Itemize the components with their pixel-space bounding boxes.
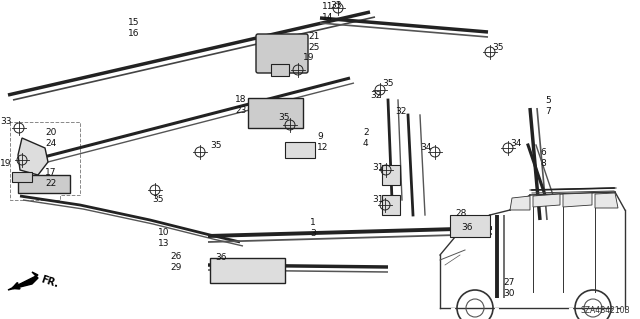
Text: 34: 34 xyxy=(420,144,431,152)
Text: 19: 19 xyxy=(0,159,12,167)
FancyBboxPatch shape xyxy=(256,34,308,73)
Text: 35: 35 xyxy=(152,196,163,204)
Text: 1
3: 1 3 xyxy=(310,218,316,238)
Text: 36: 36 xyxy=(461,224,472,233)
Text: 20
24: 20 24 xyxy=(45,128,56,148)
Bar xyxy=(382,165,400,185)
Text: 31: 31 xyxy=(372,164,383,173)
Bar xyxy=(382,195,400,215)
Text: 21
25: 21 25 xyxy=(308,32,319,52)
Text: 31: 31 xyxy=(372,196,383,204)
Text: 35: 35 xyxy=(210,140,221,150)
Bar xyxy=(285,142,315,158)
Text: 34: 34 xyxy=(510,138,522,147)
Text: 11
14: 11 14 xyxy=(322,2,333,22)
Text: 32: 32 xyxy=(395,108,406,116)
Text: 26
29: 26 29 xyxy=(170,252,181,272)
Text: 2
4: 2 4 xyxy=(363,128,369,148)
Text: 6
8: 6 8 xyxy=(540,148,546,168)
Text: 35: 35 xyxy=(492,43,504,53)
Text: 5
7: 5 7 xyxy=(545,96,551,116)
Text: SZA4B4210B: SZA4B4210B xyxy=(580,306,630,315)
Polygon shape xyxy=(595,193,618,208)
Text: 10
13: 10 13 xyxy=(158,228,170,248)
Text: 19: 19 xyxy=(303,54,314,63)
Polygon shape xyxy=(533,194,560,207)
Text: FR.: FR. xyxy=(40,274,60,290)
Text: 28: 28 xyxy=(455,209,467,218)
Bar xyxy=(18,175,70,193)
Bar xyxy=(450,215,490,237)
Text: 15
16: 15 16 xyxy=(128,18,140,38)
Text: 35: 35 xyxy=(382,78,394,87)
Text: 27
30: 27 30 xyxy=(503,278,515,298)
Polygon shape xyxy=(510,196,530,210)
Bar xyxy=(248,98,303,128)
Text: 9
12: 9 12 xyxy=(317,132,328,152)
Text: 33: 33 xyxy=(330,1,342,10)
Polygon shape xyxy=(18,138,48,175)
Polygon shape xyxy=(8,272,38,290)
Polygon shape xyxy=(563,193,592,207)
Text: 17
22: 17 22 xyxy=(45,168,56,188)
Bar xyxy=(271,64,289,76)
Text: 18
23: 18 23 xyxy=(235,95,246,115)
Text: 33: 33 xyxy=(0,117,12,127)
Text: 35: 35 xyxy=(278,114,289,122)
Text: 36: 36 xyxy=(215,254,227,263)
Bar xyxy=(210,258,285,283)
Bar xyxy=(12,172,32,182)
Text: 32: 32 xyxy=(370,92,381,100)
